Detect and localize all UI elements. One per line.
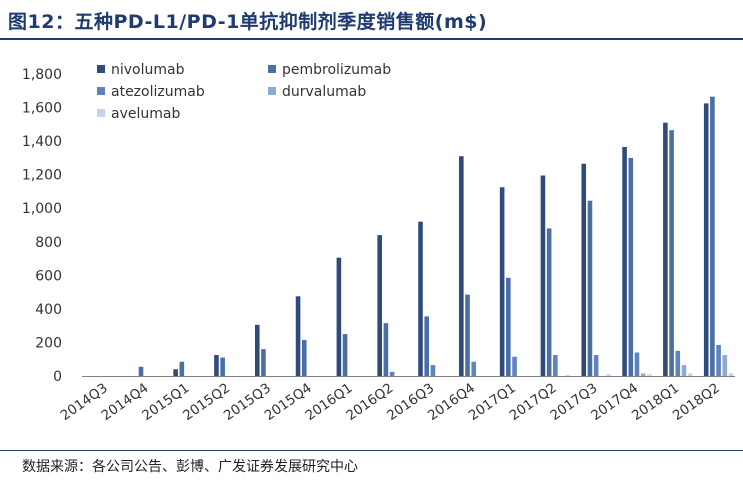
- bar-atezolizumab-2016Q3: [430, 365, 436, 376]
- bar-atezolizumab-2017Q3: [593, 355, 599, 376]
- legend: nivolumab pembrolizumab atezolizumab durval…: [97, 62, 391, 122]
- bar-nivolumab-2017Q3: [581, 163, 587, 376]
- y-tick-label: 200: [35, 335, 62, 351]
- bar-nivolumab-2015Q2: [214, 355, 219, 376]
- legend-swatch-pembrolizumab: [268, 65, 276, 73]
- legend-label-atezolizumab: atezolizumab: [111, 84, 205, 100]
- legend-swatch-avelumab: [97, 109, 105, 117]
- bar-nivolumab-2016Q2: [377, 235, 382, 376]
- bar-durvalumab-2018Q1: [681, 365, 687, 376]
- bar-pembrolizumab-2017Q1: [506, 277, 511, 376]
- bar-pembrolizumab-2015Q1: [179, 361, 185, 376]
- y-tick-label: 600: [35, 268, 62, 284]
- y-tick-label: 1,800: [22, 67, 62, 83]
- bar-pembrolizumab-2017Q2: [546, 228, 552, 376]
- legend-label-nivolumab: nivolumab: [111, 62, 185, 78]
- bar-nivolumab-2017Q4: [622, 146, 627, 376]
- bar-pembrolizumab-2017Q4: [628, 157, 634, 376]
- y-axis: 0 200 400 600 800 1,000 1,200 1,400 1,600 1,800: [22, 67, 62, 385]
- bar-pembrolizumab-2016Q3: [424, 316, 430, 376]
- bar-avelumab-2017Q3: [606, 374, 611, 376]
- bar-pembrolizumab-2018Q1: [669, 130, 674, 376]
- bar-pembrolizumab-2014Q4: [138, 366, 144, 376]
- chart-title: 图12：五种PD-L1/PD-1单抗抑制剂季度销售额(m$): [8, 11, 488, 33]
- bar-avelumab-2017Q2: [565, 375, 571, 376]
- bar-pembrolizumab-2018Q2: [710, 96, 715, 377]
- bar-pembrolizumab-2016Q4: [465, 294, 470, 376]
- bar-avelumab-2017Q4: [647, 374, 652, 376]
- bar-atezolizumab-2016Q2: [389, 371, 395, 376]
- bar-durvalumab-2018Q2: [722, 355, 728, 376]
- bar-nivolumab-2015Q1: [173, 369, 178, 376]
- bar-atezolizumab-2017Q1: [512, 356, 517, 376]
- y-tick-label: 400: [35, 302, 62, 318]
- chart: 0 200 400 600 800 1,000 1,200 1,400 1,600 1,800 2…: [22, 62, 735, 424]
- bar-atezolizumab-2017Q4: [634, 352, 640, 376]
- bar-avelumab-2018Q2: [728, 373, 734, 376]
- bar-atezolizumab-2016Q4: [471, 361, 477, 376]
- bar-nivolumab-2016Q1: [336, 257, 342, 376]
- bar-pembrolizumab-2016Q1: [342, 334, 348, 376]
- bar-avelumab-2018Q1: [687, 373, 693, 376]
- bar-pembrolizumab-2015Q4: [301, 339, 307, 376]
- bar-nivolumab-2017Q2: [540, 175, 546, 376]
- bar-pembrolizumab-2015Q3: [261, 349, 266, 376]
- legend-label-pembrolizumab: pembrolizumab: [282, 62, 391, 78]
- bars: [138, 96, 734, 377]
- bar-nivolumab-2017Q1: [499, 187, 505, 376]
- source-note: 数据来源：各公司公告、彭博、广发证券发展研究中心: [22, 459, 358, 475]
- legend-swatch-atezolizumab: [97, 87, 105, 95]
- x-axis: 2014Q32014Q42015Q12015Q22015Q32015Q42016…: [58, 376, 735, 424]
- y-tick-label: 0: [53, 369, 62, 385]
- bar-pembrolizumab-2016Q2: [383, 323, 389, 376]
- y-tick-label: 800: [35, 235, 62, 251]
- bar-nivolumab-2018Q1: [663, 122, 668, 376]
- legend-label-durvalumab: durvalumab: [282, 84, 366, 100]
- bar-durvalumab-2017Q4: [640, 373, 646, 376]
- bar-nivolumab-2015Q4: [295, 296, 301, 376]
- y-tick-label: 1,000: [22, 201, 62, 217]
- bar-pembrolizumab-2015Q2: [220, 357, 225, 376]
- legend-swatch-nivolumab: [97, 65, 105, 73]
- bar-atezolizumab-2018Q2: [716, 344, 721, 376]
- bar-atezolizumab-2017Q2: [553, 355, 558, 376]
- bar-nivolumab-2015Q3: [254, 324, 260, 376]
- bar-pembrolizumab-2017Q3: [587, 200, 593, 376]
- bar-atezolizumab-2018Q1: [675, 350, 681, 376]
- y-tick-label: 1,400: [22, 134, 62, 150]
- bar-nivolumab-2016Q3: [418, 221, 423, 376]
- footer-rule: [0, 450, 743, 451]
- x-tick-label: 2018Q2: [670, 380, 723, 424]
- bar-nivolumab-2018Q2: [703, 103, 709, 377]
- title-bar: 图12：五种PD-L1/PD-1单抗抑制剂季度销售额(m$): [0, 0, 743, 40]
- y-tick-label: 1,600: [22, 101, 62, 117]
- legend-swatch-durvalumab: [268, 87, 276, 95]
- bar-nivolumab-2016Q4: [459, 156, 464, 376]
- legend-label-avelumab: avelumab: [111, 106, 180, 122]
- y-tick-label: 1,200: [22, 168, 62, 184]
